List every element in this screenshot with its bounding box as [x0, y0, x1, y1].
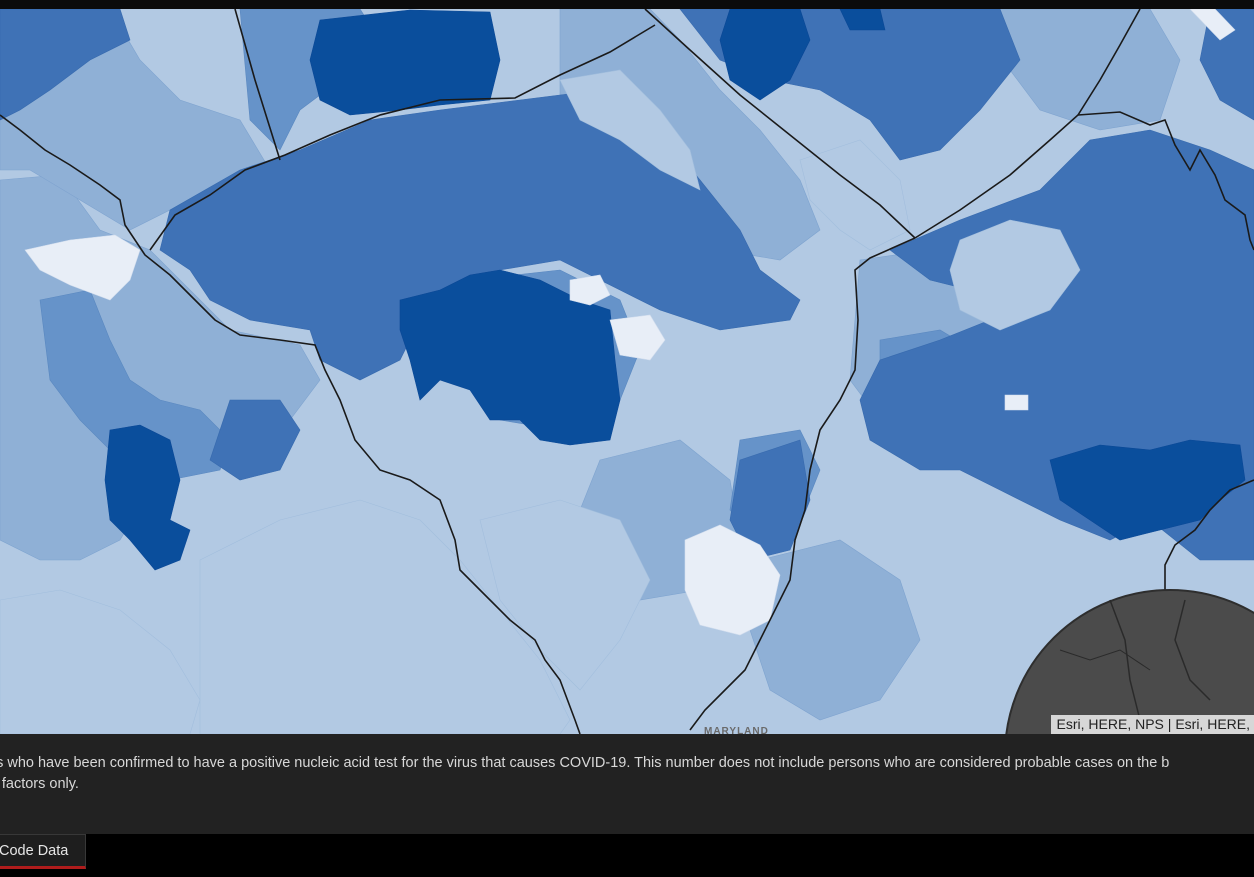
description-panel: ns who have been confirmed to have a pos… — [0, 734, 1254, 834]
choropleth-map[interactable]: Esri, HERE, NPS | Esri, HERE, — [0, 9, 1254, 734]
zip-regions-class6 — [104, 9, 1246, 571]
top-bar — [0, 0, 1254, 9]
tab-zip-code-data[interactable]: Code Data — [0, 834, 86, 869]
boundary-line — [914, 9, 1141, 239]
tab-bar: Code Data — [0, 834, 1254, 877]
zip-regions-class2 — [0, 69, 1081, 734]
boundary-line — [149, 24, 656, 251]
boundary-line — [1077, 111, 1254, 251]
map-canvas[interactable] — [0, 9, 1254, 734]
description-line: ns who have been confirmed to have a pos… — [0, 755, 1170, 771]
boundary-line — [1164, 479, 1254, 590]
boundary-line — [689, 237, 916, 731]
tab-label: Code Data — [0, 843, 69, 859]
state-label: MARYLAND — [704, 726, 769, 737]
map-attribution[interactable]: Esri, HERE, NPS | Esri, HERE, — [1050, 715, 1254, 734]
boundary-line — [644, 9, 916, 239]
county-boundaries — [0, 9, 1254, 734]
boundary-line — [0, 114, 581, 734]
boundary-line — [234, 9, 281, 161]
overview-inset[interactable] — [1005, 589, 1254, 734]
description-line: r factors only. — [0, 776, 79, 792]
